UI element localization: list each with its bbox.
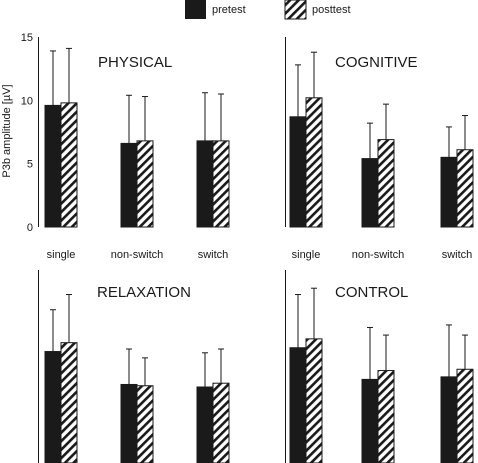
legend-swatch-posttest [284, 0, 307, 20]
bar-posttest-switch [456, 149, 474, 228]
bar-posttest-switch [456, 368, 474, 463]
bars [44, 294, 230, 463]
bar-pretest-switch [196, 140, 214, 228]
bar-posttest-single [60, 342, 78, 463]
panel-control: CONTROL [285, 270, 474, 463]
bar-posttest-switch [212, 140, 230, 228]
y-axis-title: P3b amplitude [µV] [1, 84, 13, 177]
bar-pretest-single [289, 116, 307, 228]
category-label-non-switch: non-switch [111, 249, 164, 261]
bar-pretest-switch [196, 386, 214, 463]
bars [289, 287, 474, 463]
bars [289, 51, 474, 228]
category-label-non-switch: non-switch [352, 249, 405, 261]
legend-label-posttest: posttest [312, 4, 351, 16]
panel-title: RELAXATION [97, 284, 191, 301]
bar-posttest-non-switch [377, 370, 395, 463]
bar-posttest-switch [212, 382, 230, 463]
bar-posttest-non-switch [136, 140, 154, 228]
panel-relaxation: RELAXATION [38, 270, 230, 463]
panel-cognitive: COGNITIVE single non-switch switch [285, 37, 474, 261]
legend-swatch-pretest [185, 0, 206, 19]
bar-pretest-switch [440, 376, 458, 463]
bar-pretest-single [44, 104, 62, 228]
panel-title: COGNITIVE [335, 54, 418, 71]
bar-pretest-single [289, 347, 307, 463]
bar-posttest-single [305, 338, 323, 463]
bar-pretest-switch [440, 156, 458, 228]
legend-label-pretest: pretest [212, 4, 246, 16]
y-tick-label-10: 10 [21, 95, 33, 107]
category-label-single: single [292, 249, 321, 261]
panel-physical: PHYSICAL single non-switch switch [38, 37, 230, 261]
bar-pretest-non-switch [120, 142, 138, 228]
category-label-switch: switch [442, 249, 473, 261]
category-labels: single non-switch switch [47, 249, 229, 261]
panel-title: PHYSICAL [98, 54, 172, 71]
bar-pretest-non-switch [120, 383, 138, 463]
bar-posttest-non-switch [377, 139, 395, 228]
bar-posttest-single [305, 97, 323, 228]
category-label-switch: switch [198, 249, 229, 261]
bar-pretest-non-switch [361, 378, 379, 463]
y-tick-label-5: 5 [27, 159, 33, 171]
bar-posttest-non-switch [136, 385, 154, 463]
category-labels: single non-switch switch [292, 249, 473, 261]
panel-title: CONTROL [335, 284, 408, 301]
bar-posttest-single [60, 102, 78, 228]
bars [44, 47, 230, 228]
bar-pretest-single [44, 351, 62, 463]
y-tick-label-15: 15 [21, 32, 33, 44]
category-label-single: single [47, 249, 76, 261]
legend: pretest posttest [185, 0, 351, 20]
y-tick-labels: 0 5 10 15 [21, 32, 33, 234]
y-tick-label-0: 0 [27, 222, 33, 234]
bar-pretest-non-switch [361, 158, 379, 228]
